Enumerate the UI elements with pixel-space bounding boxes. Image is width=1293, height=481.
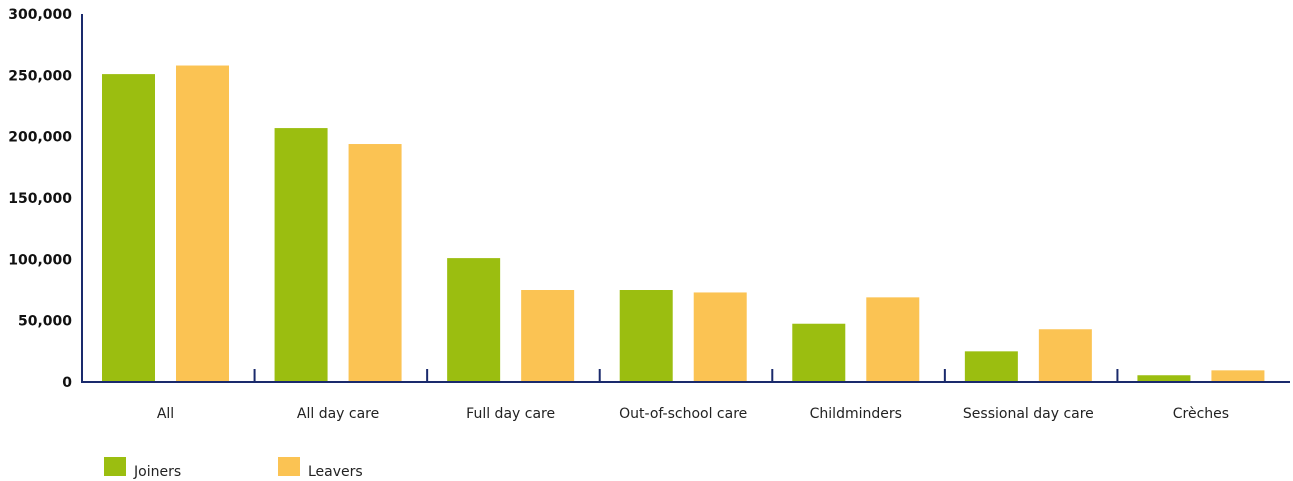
x-tick-label: All day care [297,406,379,422]
legend-label-joiners: Joiners [133,464,181,480]
x-tick-label: Sessional day care [963,406,1094,422]
bar-joiners-full-day-care [447,258,501,382]
y-axis-tick-labels: 0 50,000 100,000 150,000 200,000 250,000 300,0… [8,7,72,391]
bar-leavers-out-of-school-care [693,292,747,382]
bar-joiners-creches [1137,375,1191,382]
legend-label-leavers: Leavers [308,464,363,480]
bar-joiners-sessional-day-care [964,351,1018,382]
y-tick-label: 300,000 [8,7,72,23]
x-tick-label: All [157,406,174,422]
x-tick-label: Full day care [466,406,555,422]
bar-leavers-childminders [866,297,920,382]
bar-leavers-full-day-care [521,290,575,382]
y-tick-label: 200,000 [8,130,72,146]
legend: Joiners Leavers [104,457,363,480]
bars [102,65,1265,383]
y-tick-label: 100,000 [8,252,72,268]
y-tick-label: 50,000 [18,314,72,330]
bar-leavers-creches [1211,370,1265,382]
bar-leavers-all-day-care [348,144,402,382]
x-tick-label: Childminders [810,406,902,422]
x-tick-label: Crèches [1173,406,1229,422]
y-tick-label: 150,000 [8,191,72,207]
y-tick-label: 250,000 [8,68,72,84]
axes [81,14,1290,383]
x-tick-label: Out-of-school care [619,406,747,422]
x-axis-tick-labels: All All day care Full day care Out-of-schoo… [157,406,1229,422]
bar-joiners-all [102,74,155,383]
legend-swatch-joiners [104,457,126,476]
bar-leavers-sessional-day-care [1038,329,1092,382]
bar-joiners-out-of-school-care [619,290,673,382]
bar-joiners-childminders [792,323,846,382]
bar-joiners-all-day-care [274,128,328,382]
legend-swatch-leavers [278,457,300,476]
y-tick-label: 0 [62,375,72,391]
bar-leavers-all [176,65,229,383]
